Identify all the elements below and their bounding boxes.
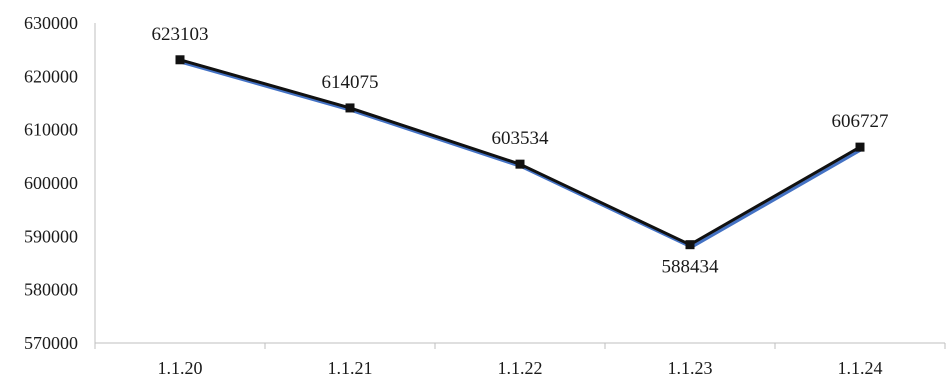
series-line-group (175, 55, 865, 250)
y-tick-label: 570000 (24, 333, 78, 353)
x-axis: 1.1.20 1.1.21 1.1.22 1.1.23 1.1.24 (94, 342, 946, 378)
y-tick-label: 630000 (24, 13, 78, 33)
y-axis: 570000 580000 590000 600000 610000 620000 6300… (24, 13, 96, 353)
data-point-marker (345, 103, 355, 113)
series-line (179, 58, 861, 247)
data-label: 614075 (322, 72, 379, 93)
x-tick-label: 1.1.24 (838, 358, 883, 378)
y-tick-label: 620000 (24, 66, 78, 86)
y-tick-label: 600000 (24, 173, 78, 193)
data-labels: 623103 614075 603534 588434 606727 (152, 24, 889, 278)
data-label: 606727 (832, 111, 889, 132)
x-tick-label: 1.1.21 (328, 358, 373, 378)
data-label: 623103 (152, 24, 209, 45)
data-label: 588434 (662, 257, 720, 278)
x-tick-label: 1.1.20 (158, 358, 203, 378)
y-tick-label: 610000 (24, 120, 78, 140)
data-point-marker (685, 240, 695, 250)
y-tick-label: 580000 (24, 280, 78, 300)
x-tick-label: 1.1.22 (498, 358, 543, 378)
data-label: 603534 (492, 128, 550, 149)
x-tick-label: 1.1.23 (668, 358, 713, 378)
data-point-marker (515, 159, 525, 169)
data-point-marker (175, 55, 185, 65)
y-tick-label: 590000 (24, 226, 78, 246)
data-point-marker (855, 142, 865, 152)
